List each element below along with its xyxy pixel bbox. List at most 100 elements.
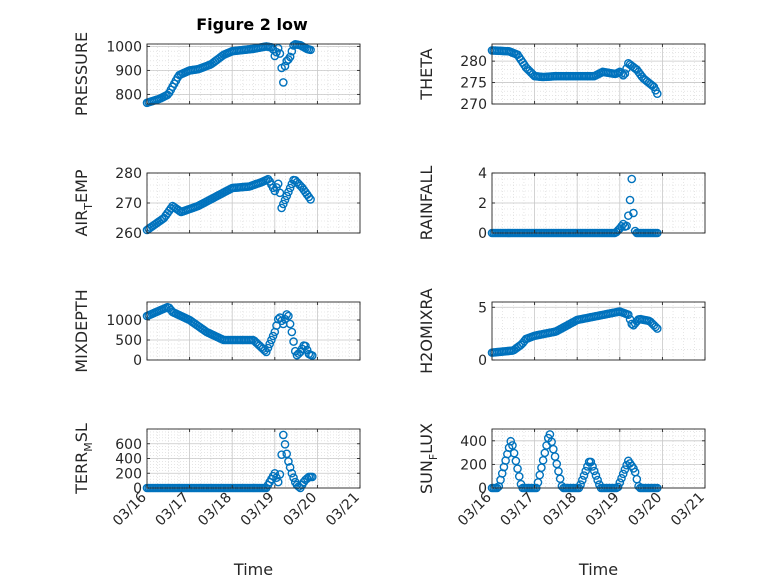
data-point [263,343,273,353]
data-point [279,78,288,87]
data-point [613,482,623,492]
y-axis-label: RAINFALL [417,166,436,241]
y-tick-label: 500 [115,333,142,349]
data-point [261,347,271,357]
subplot-theta: 270 275 280 THETA [417,43,706,113]
data-point [579,471,589,480]
data-point [275,49,285,58]
data-point [285,463,295,472]
data-point [513,464,522,473]
data-point [267,335,276,345]
data-point [289,337,298,346]
data-point [306,45,315,55]
data-point [627,174,637,184]
data-point [287,468,297,478]
data-point [287,327,297,337]
y-tick-label: 2 [478,196,487,212]
data-point [627,319,637,329]
data-point [289,473,298,482]
axes-box [146,301,361,361]
y-tick-label: 400 [460,434,487,450]
y-tick-label: 600 [115,437,142,453]
data-point [273,477,283,487]
y-tick-label: 280 [115,166,142,182]
y-axis-label: TERRMSL [72,423,95,495]
y-tick-label: 1000 [106,313,142,329]
data-point [307,472,317,482]
data-point [624,310,633,319]
data-point [301,341,310,351]
data-point [508,441,517,450]
y-axis-label: SUNFLUX [417,423,440,494]
data-point [622,221,631,231]
plot-area [492,302,705,360]
y-tick-label: 270 [460,97,487,113]
data-point [273,44,283,53]
data-point [617,69,626,78]
data-point [275,188,285,198]
y-axis-label: AIRTEMP [72,169,95,236]
data-point [279,199,288,209]
y-tick-label: 1000 [106,39,142,55]
data-point [280,440,290,449]
data-point [277,450,286,459]
y-tick-label: 275 [460,76,487,92]
y-tick-label: 0 [133,353,142,369]
subplot-mixdepth: 0 500 1000 MIXDEPTH [72,289,361,373]
data-point [588,462,597,471]
data-point [578,475,587,485]
axes-box [146,43,361,105]
y-tick-label: 0 [133,481,142,497]
data-point [620,465,630,474]
data-point [279,430,288,440]
data-point [625,195,635,205]
data-point [617,221,626,231]
data-point [265,339,274,349]
data-point [284,187,293,197]
subplot-rainfall: 0 2 4 RAINFALL [417,166,706,242]
data-point [581,466,591,476]
data-point [285,52,295,62]
figure-title: Figure 2 low [196,15,308,34]
data-point [277,203,286,213]
subplot-h2omixra: 0 5 H2OMIXRA [417,288,706,374]
data-point [651,322,660,332]
data-point [652,324,662,333]
data-point [273,179,283,189]
data-point [618,469,628,479]
data-point [586,457,596,467]
data-point [591,471,601,480]
data-point [282,449,292,459]
y-axis-label: H2OMIXRA [417,288,436,374]
data-point [509,448,519,458]
data-point [514,472,524,481]
data-point [506,436,516,446]
data-point [589,466,599,476]
data-point [304,192,314,202]
data-point [620,69,630,78]
data-point [284,311,293,321]
y-tick-label: 0 [478,481,487,497]
data-point [280,195,290,205]
data-point [306,195,315,204]
y-tick-label: 200 [115,466,142,482]
x-axis-label: Time [578,560,618,579]
y-tick-label: 5 [478,300,487,316]
y-tick-label: 4 [478,166,487,182]
subplot-pressure: 800 900 1000 PRESSURE [72,32,361,116]
data-point [618,70,628,80]
y-axis-label: PRESSURE [72,32,91,116]
y-tick-label: 0 [478,353,487,369]
data-point [275,470,285,479]
plot-area [492,429,705,488]
data-point [652,89,662,99]
data-point [282,310,292,319]
y-axis-label: THETA [417,48,436,100]
y-tick-label: 0 [478,226,487,242]
y-tick-label: 270 [115,196,142,212]
data-point [268,331,278,341]
y-axis-label: MIXDEPTH [72,289,91,372]
data-point [285,183,295,193]
axes-box [491,428,706,489]
